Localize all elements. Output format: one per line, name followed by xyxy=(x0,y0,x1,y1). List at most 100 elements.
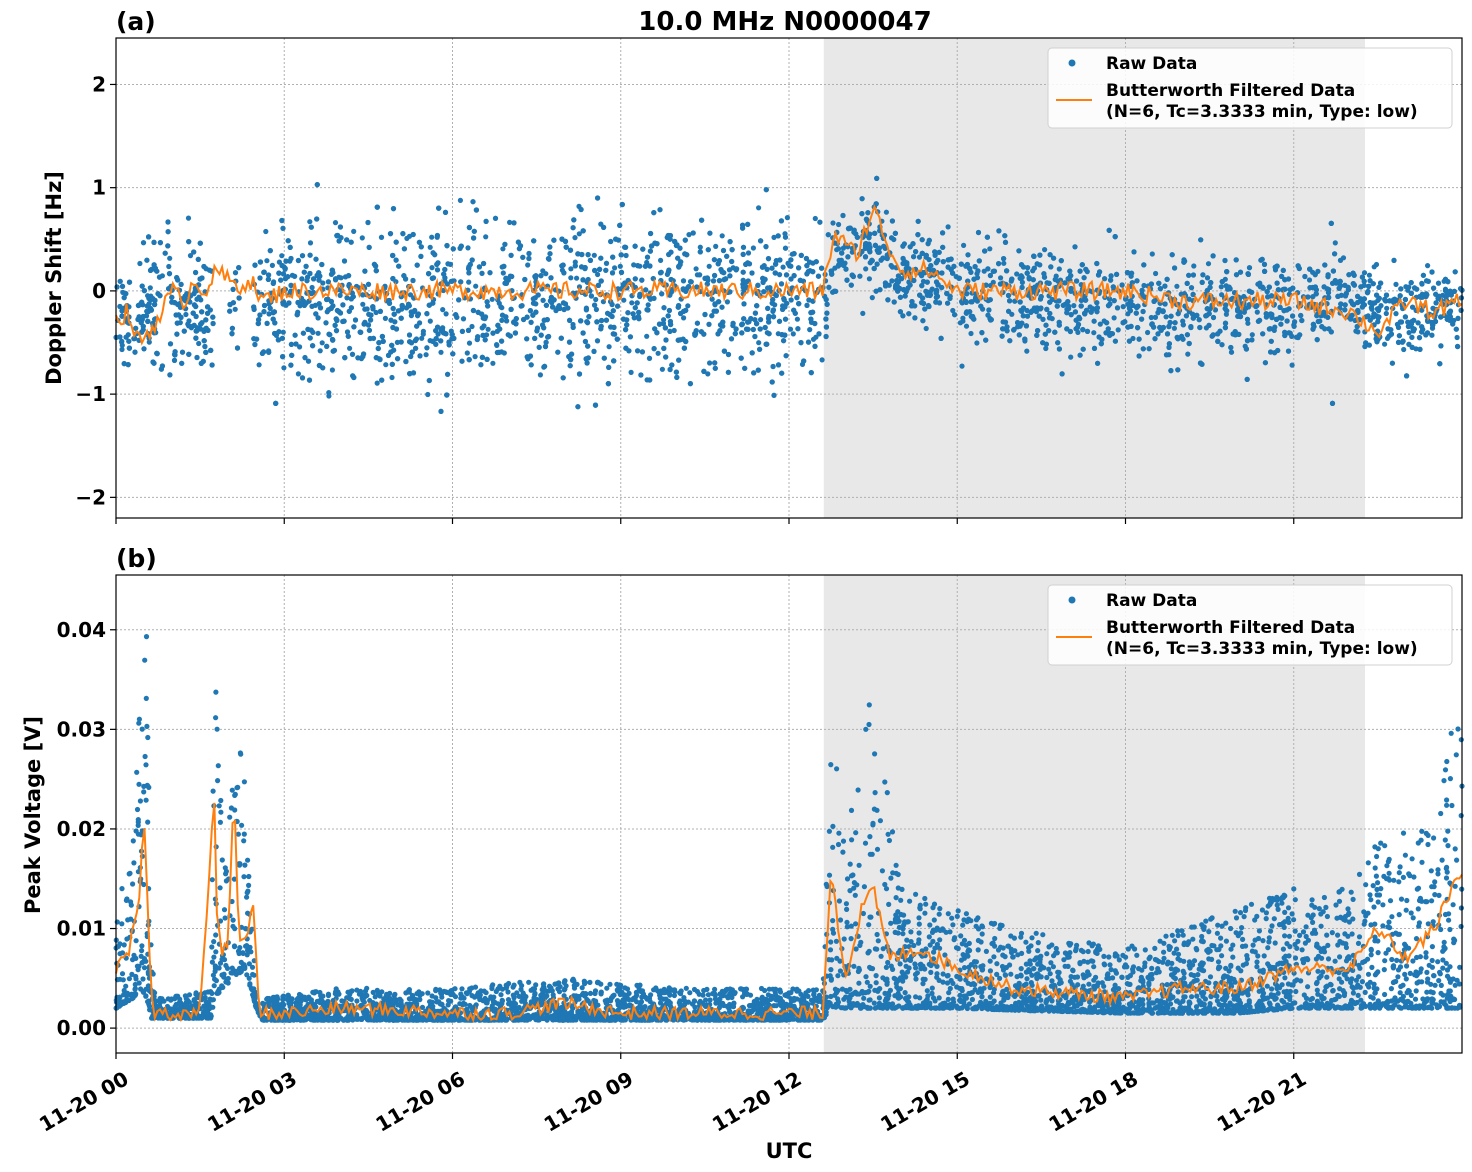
raw-data-point xyxy=(1219,279,1225,285)
raw-data-point xyxy=(759,264,766,270)
raw-data-point xyxy=(612,265,618,271)
raw-data-point xyxy=(121,295,127,301)
raw-data-point xyxy=(592,267,598,274)
raw-data-point xyxy=(193,269,199,276)
raw-data-point xyxy=(295,299,301,306)
raw-data-point xyxy=(1056,266,1062,272)
raw-data-point xyxy=(646,355,653,361)
raw-data-point xyxy=(794,295,800,301)
raw-data-point xyxy=(1120,320,1126,326)
raw-data-point xyxy=(1075,329,1081,335)
raw-data-point xyxy=(1285,348,1292,354)
raw-data-point xyxy=(210,314,216,320)
raw-data-point xyxy=(182,293,188,299)
raw-data-point xyxy=(900,255,906,262)
raw-data-point xyxy=(1037,252,1043,258)
raw-data-point xyxy=(658,269,664,275)
raw-data-point xyxy=(337,292,343,298)
raw-data-point xyxy=(1245,304,1252,310)
raw-data-point xyxy=(1031,253,1037,259)
raw-data-point xyxy=(310,343,316,349)
raw-data-point xyxy=(1277,304,1283,310)
raw-data-point xyxy=(728,336,735,342)
raw-data-point xyxy=(599,317,605,324)
raw-data-point xyxy=(598,255,604,261)
raw-data-point xyxy=(763,187,769,193)
raw-data-point xyxy=(1015,324,1021,330)
raw-data-point xyxy=(591,348,597,354)
raw-data-point xyxy=(750,326,756,333)
raw-data-point xyxy=(1228,349,1235,355)
raw-data-point xyxy=(1271,327,1277,333)
raw-data-point xyxy=(651,210,657,216)
raw-data-point xyxy=(359,235,365,241)
raw-data-point xyxy=(863,266,869,272)
raw-data-point xyxy=(174,331,180,337)
raw-data-point xyxy=(1166,341,1172,347)
raw-data-point xyxy=(520,254,526,260)
raw-data-point xyxy=(1067,328,1073,335)
raw-data-point xyxy=(1091,318,1097,324)
raw-data-point xyxy=(1420,326,1426,333)
raw-data-point xyxy=(839,250,845,256)
raw-data-point xyxy=(892,230,899,236)
raw-data-point xyxy=(171,357,178,363)
raw-data-point xyxy=(325,296,331,302)
raw-data-point xyxy=(778,218,785,224)
raw-data-point xyxy=(500,270,506,276)
raw-data-point xyxy=(148,306,154,312)
raw-data-point xyxy=(620,282,626,288)
raw-data-point xyxy=(1175,336,1181,342)
raw-data-point xyxy=(933,260,939,266)
raw-data-point xyxy=(351,324,357,330)
raw-data-point xyxy=(1139,287,1145,293)
raw-data-point xyxy=(659,366,666,372)
raw-data-point xyxy=(637,291,643,297)
raw-data-point xyxy=(1273,316,1280,322)
raw-data-point xyxy=(657,207,663,213)
raw-data-point xyxy=(1133,310,1139,316)
raw-data-point xyxy=(741,301,747,307)
raw-data-point xyxy=(781,297,787,303)
raw-data-point xyxy=(1032,307,1038,314)
raw-data-point xyxy=(414,262,420,268)
raw-data-point xyxy=(1367,300,1373,306)
raw-data-point xyxy=(996,228,1002,234)
raw-data-point xyxy=(333,328,340,334)
raw-data-point xyxy=(745,319,751,325)
raw-data-point xyxy=(1162,301,1168,307)
raw-data-point xyxy=(208,347,214,353)
raw-data-point xyxy=(546,333,552,340)
raw-data-point xyxy=(429,265,435,271)
raw-data-point xyxy=(1084,328,1091,334)
raw-data-point xyxy=(273,400,279,406)
raw-data-point xyxy=(611,358,617,364)
raw-data-point xyxy=(1071,303,1077,309)
raw-data-point xyxy=(126,345,132,351)
raw-data-point xyxy=(1378,280,1384,286)
raw-data-point xyxy=(758,317,764,323)
raw-data-point xyxy=(1438,314,1444,320)
raw-data-point xyxy=(975,229,982,236)
raw-data-point xyxy=(117,278,123,284)
raw-data-point xyxy=(704,275,710,281)
raw-data-point xyxy=(623,252,629,259)
raw-data-point xyxy=(567,363,573,369)
raw-data-point xyxy=(924,279,930,285)
raw-data-point xyxy=(1290,313,1296,319)
raw-data-point xyxy=(1236,331,1242,337)
raw-data-point xyxy=(157,293,163,299)
raw-data-point xyxy=(1245,271,1251,277)
raw-data-point xyxy=(681,315,687,321)
raw-data-point xyxy=(771,234,777,240)
raw-data-point xyxy=(157,240,163,246)
raw-data-point xyxy=(571,217,577,223)
raw-data-point xyxy=(1095,360,1101,366)
raw-data-point xyxy=(415,313,421,319)
raw-data-point xyxy=(912,303,918,309)
raw-data-point xyxy=(261,309,267,315)
raw-data-point xyxy=(1200,272,1206,278)
raw-data-point xyxy=(725,351,732,358)
raw-data-point xyxy=(680,336,686,342)
raw-data-point xyxy=(940,259,946,265)
